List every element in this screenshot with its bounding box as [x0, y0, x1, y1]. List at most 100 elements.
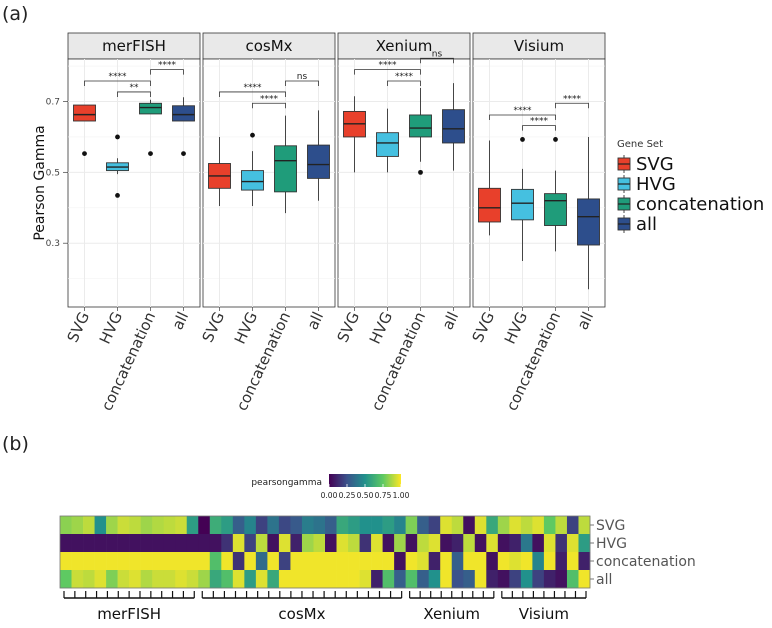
- heatmap-cell: [221, 534, 234, 553]
- heatmap-cell: [440, 552, 453, 571]
- significance-bracket: ****: [354, 61, 421, 75]
- heatmap-cell: [394, 552, 406, 571]
- heatmap-cell: [106, 534, 118, 553]
- significance-bracket: ****: [522, 117, 556, 131]
- heatmap-panel: pearsongamma 0.00 0.25 0.50 0.75 1.00 SVG HVG co…: [59, 474, 696, 623]
- heatmap-cell: [198, 552, 211, 571]
- heatmap-cell: [60, 552, 72, 571]
- group-bracket-xenium: Xenium: [409, 591, 495, 623]
- heatmap-cell: [301, 552, 314, 571]
- bracket-label: ****: [514, 106, 533, 116]
- bracket-line: [285, 80, 319, 86]
- bracket-label: ****: [244, 83, 263, 93]
- heatmap-cell: [578, 516, 591, 535]
- heatmap-cell: [566, 570, 579, 589]
- box-iqr: [442, 109, 465, 144]
- heatmap-cell: [140, 570, 153, 589]
- legend-item-hvg: HVG: [617, 174, 676, 195]
- box-svg: [208, 136, 231, 207]
- significance-bracket: ****: [555, 94, 589, 109]
- heatmap-cell: [382, 516, 395, 535]
- heatmap-cell: [175, 570, 188, 589]
- facet-strip: [67, 32, 201, 60]
- bracket-line: [117, 91, 151, 97]
- heatmap-cell: [486, 552, 499, 571]
- heatmap-row-concatenation: [60, 552, 591, 571]
- heatmap-cell: [209, 570, 222, 589]
- heatmap-cell: [186, 552, 199, 571]
- heatmap-cell: [555, 570, 568, 589]
- group-label: Xenium: [423, 605, 480, 623]
- colorbar-tick-label: 0.75: [375, 491, 392, 500]
- heatmap-cell: [394, 534, 406, 553]
- y-tick-label: 0.3: [46, 239, 60, 249]
- heatmap-cell: [301, 516, 314, 535]
- box-iqr: [577, 198, 600, 246]
- legend-label: SVG: [636, 154, 674, 175]
- heatmap-cell: [94, 516, 107, 535]
- heatmap-row-svg: [60, 516, 591, 535]
- heatmap-cell: [336, 534, 349, 553]
- box-iqr: [73, 104, 96, 122]
- group-bracket-visium: Visium: [501, 591, 587, 623]
- outlier-point: [250, 132, 255, 138]
- heatmap-cell: [463, 570, 476, 589]
- heatmap-cell: [232, 534, 245, 553]
- heatmap-cell: [186, 516, 199, 535]
- x-tick-label: HVG: [366, 309, 396, 347]
- heatmap-cell: [106, 570, 118, 589]
- heatmap-cell: [543, 552, 556, 571]
- box-all: [577, 136, 600, 290]
- heatmap-cell: [71, 570, 84, 589]
- x-tick-label: SVG: [334, 309, 364, 345]
- heatmap-cell: [359, 570, 372, 589]
- heatmap-cell: [348, 570, 360, 589]
- heatmap-cell: [532, 552, 545, 571]
- heatmap-cell: [497, 570, 510, 589]
- box-iqr: [376, 132, 399, 157]
- heatmap-cell: [382, 534, 395, 553]
- heatmap-cell: [520, 570, 533, 589]
- heatmap-cell: [313, 570, 326, 589]
- heatmap-cell: [152, 552, 164, 571]
- significance-bracket: ****: [252, 94, 286, 109]
- heatmap-cell: [359, 534, 372, 553]
- outlier-point: [115, 193, 120, 198]
- outlier-point: [553, 137, 558, 142]
- facet-panel: [472, 58, 606, 308]
- facet-panel: [337, 58, 471, 308]
- heatmap-cell: [474, 534, 487, 553]
- significance-bracket: ****: [84, 72, 151, 86]
- significance-bracket: ****: [387, 72, 421, 86]
- heatmap-cell: [163, 570, 176, 589]
- heatmap-cell: [532, 516, 545, 535]
- y-tick-label: 0.5: [46, 168, 60, 178]
- outlier-point: [520, 137, 525, 142]
- box-concatenation: [409, 88, 432, 175]
- heatmap-cell: [371, 552, 383, 571]
- box-iqr: [274, 145, 297, 193]
- box-iqr: [409, 114, 432, 138]
- box-hvg: [106, 134, 129, 198]
- heatmap-cell: [209, 534, 222, 553]
- heatmap-cell: [578, 570, 591, 589]
- x-tick-label: all: [573, 309, 597, 332]
- heatmap-cell: [405, 534, 418, 553]
- facet-title: Visium: [514, 37, 564, 55]
- legend-label: HVG: [636, 174, 676, 195]
- heatmap-cell: [175, 534, 188, 553]
- heatmap-cell: [405, 516, 418, 535]
- heatmap-cell: [336, 552, 349, 571]
- group-bracket-cosmx: cosMx: [201, 591, 403, 623]
- heatmap-cell: [209, 516, 222, 535]
- heatmap-cell: [198, 516, 211, 535]
- x-tick-label: HVG: [231, 309, 261, 347]
- bracket-label: ****: [563, 94, 582, 104]
- heatmap-cell: [428, 552, 441, 571]
- heatmap-cell: [440, 516, 453, 535]
- box-iqr: [307, 144, 330, 179]
- heatmap-cell: [428, 570, 441, 589]
